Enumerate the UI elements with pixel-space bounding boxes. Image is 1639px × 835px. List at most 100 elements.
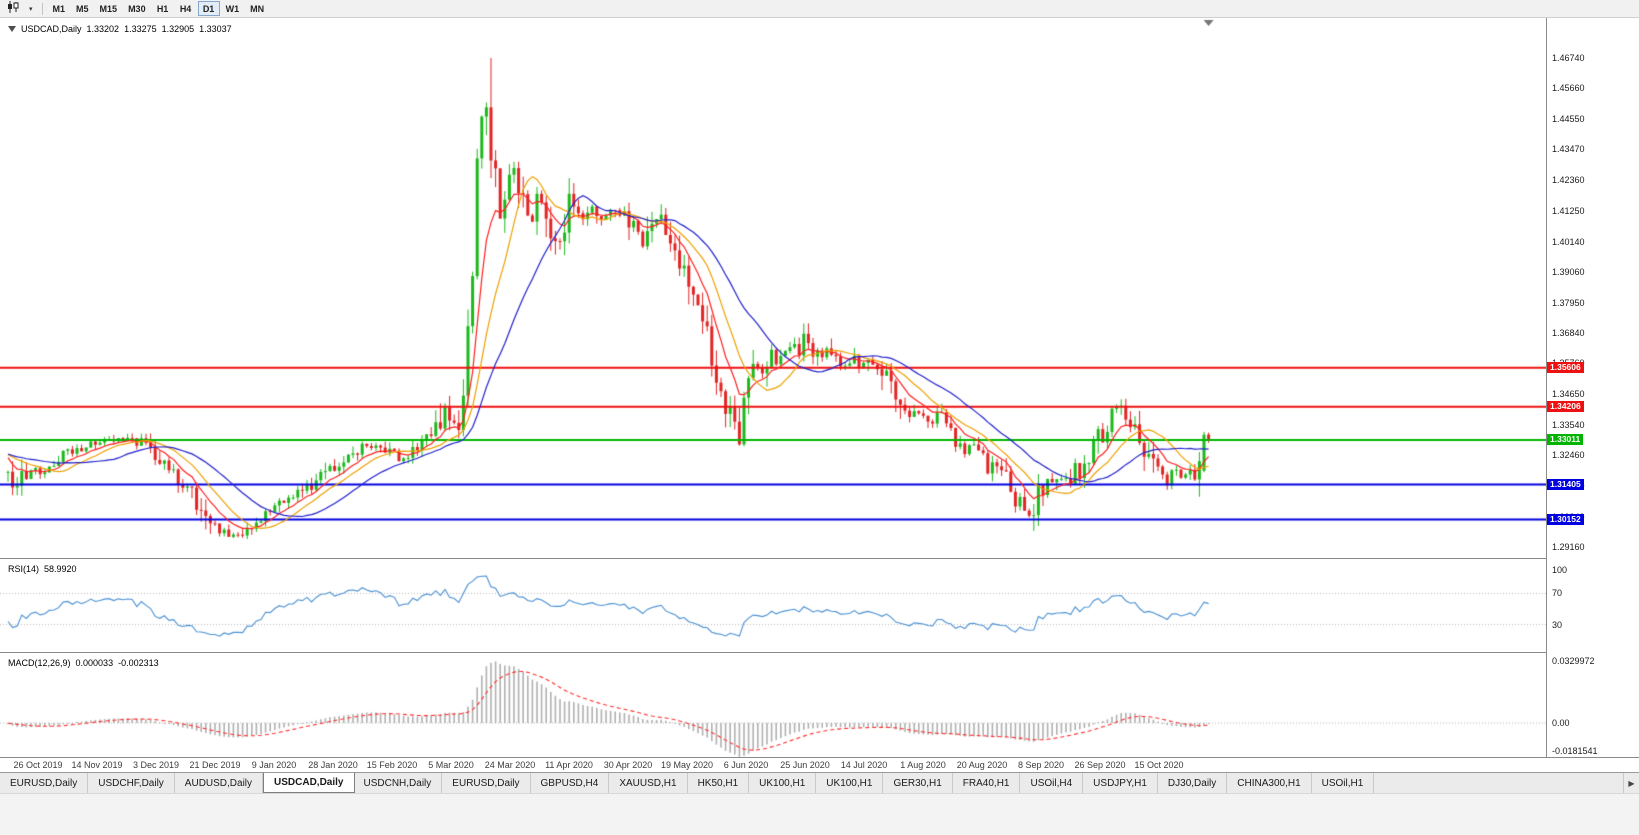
price-axis-label: 1.41250 <box>1552 205 1585 216</box>
candlestick-chart-icon <box>7 1 20 16</box>
price-axis-label: 1.39060 <box>1552 266 1585 277</box>
date-axis-label: 11 Apr 2020 <box>545 760 593 770</box>
date-axis-label: 9 Jan 2020 <box>251 760 297 770</box>
price-axis-label: 1.40140 <box>1552 236 1585 247</box>
timeframe-button-m15[interactable]: M15 <box>95 1 123 16</box>
timeframe-button-d1[interactable]: D1 <box>197 1 220 16</box>
macd-axis-label: 0.0329972 <box>1552 656 1595 667</box>
date-axis-label: 8 Sep 2020 <box>1017 760 1065 770</box>
chart-tab-usdjpy-h1[interactable]: USDJPY,H1 <box>1083 773 1158 793</box>
price-axis-label: 1.46740 <box>1552 53 1585 63</box>
rsi-indicator-title: RSI(14) 58.9920 <box>8 564 77 574</box>
date-axis-label: 20 Aug 2020 <box>956 760 1008 770</box>
chevron-down-icon: ▾ <box>29 5 33 13</box>
date-axis-label: 5 Mar 2020 <box>428 760 474 770</box>
chart-tab-uk100-h1[interactable]: UK100,H1 <box>816 773 884 793</box>
date-axis-label: 25 Jun 2020 <box>780 760 830 770</box>
rsi-axis-label: 30 <box>1552 619 1563 630</box>
chart-tab-usdcnh-daily[interactable]: USDCNH,Daily <box>354 773 443 793</box>
rsi-current-value: 58.9920 <box>44 564 77 574</box>
date-axis-label: 24 Mar 2020 <box>484 760 536 770</box>
price-axis-label: 1.34650 <box>1552 389 1585 400</box>
chart-tab-usdchf-daily[interactable]: USDCHF,Daily <box>88 773 175 793</box>
macd-axis-label: -0.0181541 <box>1552 746 1598 756</box>
date-axis-label: 26 Sep 2020 <box>1074 760 1126 770</box>
tab-scroll-right-icon[interactable]: ▶ <box>1623 773 1639 793</box>
price-axis-label: 1.32460 <box>1552 450 1585 461</box>
chart-tab-china300-h1[interactable]: CHINA300,H1 <box>1227 773 1312 793</box>
macd-signal-current-value: -0.002313 <box>118 658 159 668</box>
ohlc-high: 1.33275 <box>124 24 157 34</box>
date-axis-label: 14 Jul 2020 <box>840 760 888 770</box>
chart-tab-audusd-daily[interactable]: AUDUSD,Daily <box>175 773 264 793</box>
price-line-tag: 1.33011 <box>1547 434 1584 446</box>
timeframe-button-h4[interactable]: H4 <box>175 1 197 16</box>
macd-name: MACD(12,26,9) <box>8 658 71 668</box>
date-axis-label: 15 Feb 2020 <box>366 760 418 770</box>
chart-tab-ger30-h1[interactable]: GER30,H1 <box>883 773 953 793</box>
chart-tab-fra40-h1[interactable]: FRA40,H1 <box>953 773 1021 793</box>
macd-pane-divider[interactable] <box>0 652 1639 653</box>
date-axis-label: 1 Aug 2020 <box>900 760 946 770</box>
date-axis-label: 14 Nov 2019 <box>71 760 123 770</box>
macd-indicator-title: MACD(12,26,9) 0.000033 -0.002313 <box>8 658 159 668</box>
price-axis-label: 1.33540 <box>1552 420 1585 431</box>
price-line-tag: 1.31405 <box>1547 479 1584 491</box>
chart-tab-gbpusd-h4[interactable]: GBPUSD,H4 <box>531 773 610 793</box>
price-line-tag: 1.34206 <box>1547 401 1584 413</box>
price-axis-label: 1.43470 <box>1552 143 1585 154</box>
price-line-tag: 1.35606 <box>1547 362 1584 374</box>
macd-current-value: 0.000033 <box>75 658 114 668</box>
date-axis-label: 26 Oct 2019 <box>13 760 63 770</box>
price-axis-label: 1.29160 <box>1552 542 1585 552</box>
price-axis[interactable]: 1.46740 1.45660 1.44550 1.43470 1.42360 1.412… <box>1546 18 1639 757</box>
chart-tab-hk50-h1[interactable]: HK50,H1 <box>688 773 750 793</box>
toolbar-separator <box>41 2 43 15</box>
price-axis-label: 1.44550 <box>1552 113 1585 124</box>
date-axis-label: 15 Oct 2020 <box>1134 760 1184 770</box>
timeframe-button-w1[interactable]: W1 <box>221 1 245 16</box>
ohlc-close: 1.33037 <box>199 24 232 34</box>
price-line-tag: 1.30152 <box>1547 513 1584 525</box>
timeframe-toolbar: ▾ M1 M5 M15 M30 H1 H4 D1 W1 MN <box>0 0 1639 18</box>
timeframe-button-m30[interactable]: M30 <box>123 1 151 16</box>
date-axis-label: 3 Dec 2019 <box>132 760 180 770</box>
macd-axis-label: 0.00 <box>1552 718 1570 728</box>
timeframe-button-m1[interactable]: M1 <box>48 1 71 16</box>
symbol-marker-icon <box>8 26 16 32</box>
price-chart-canvas[interactable] <box>0 18 1546 757</box>
chart-window: USDCAD,Daily 1.33202 1.33275 1.32905 1.3… <box>0 18 1639 772</box>
price-axis-label: 1.42360 <box>1552 174 1585 185</box>
rsi-axis-label: 70 <box>1552 588 1563 599</box>
timeframes-dropdown-button[interactable]: ▾ <box>25 1 37 16</box>
chart-tab-usoil-h1[interactable]: USOil,H1 <box>1312 773 1375 793</box>
chart-tab-dj30-daily[interactable]: DJ30,Daily <box>1158 773 1228 793</box>
ohlc-open: 1.33202 <box>86 24 120 34</box>
rsi-name: RSI(14) <box>8 564 40 574</box>
rsi-pane-divider[interactable] <box>0 558 1639 559</box>
chart-type-button[interactable] <box>3 1 24 16</box>
rsi-axis-label: 100 <box>1552 565 1568 575</box>
chart-tab-xauusd-h1[interactable]: XAUUSD,H1 <box>609 773 688 793</box>
chart-tab-eurusd-daily[interactable]: EURUSD,Daily <box>442 773 531 793</box>
date-axis-label: 30 Apr 2020 <box>603 760 653 770</box>
date-axis-label: 21 Dec 2019 <box>189 760 241 770</box>
timeframe-button-m5[interactable]: M5 <box>71 1 94 16</box>
price-axis-label: 1.36840 <box>1552 328 1585 339</box>
chart-tab-usdcad-daily[interactable]: USDCAD,Daily <box>263 773 355 793</box>
status-bar <box>0 793 1639 835</box>
date-axis-label: 6 Jun 2020 <box>723 760 769 770</box>
timeframe-button-mn[interactable]: MN <box>245 1 269 16</box>
price-axis-label: 1.45660 <box>1552 83 1585 94</box>
time-axis[interactable]: 26 Oct 2019 14 Nov 2019 3 Dec 2019 21 Dec 2… <box>0 757 1639 772</box>
timeframe-button-h1[interactable]: H1 <box>152 1 174 16</box>
price-axis-label: 1.37950 <box>1552 297 1585 308</box>
date-axis-label: 28 Jan 2020 <box>308 760 358 770</box>
date-axis-label: 19 May 2020 <box>660 760 714 770</box>
chart-tab-eurusd-daily[interactable]: EURUSD,Daily <box>0 773 89 793</box>
chart-ohlc-title: USDCAD,Daily 1.33202 1.33275 1.32905 1.3… <box>8 24 232 34</box>
chart-tabs-bar: EURUSD,Daily USDCHF,Daily AUDUSD,Daily USDC… <box>0 772 1639 793</box>
chart-tab-uk100-h1[interactable]: UK100,H1 <box>749 773 817 793</box>
ohlc-low: 1.32905 <box>161 24 195 34</box>
chart-tab-usoil-h4[interactable]: USOil,H4 <box>1020 773 1084 793</box>
